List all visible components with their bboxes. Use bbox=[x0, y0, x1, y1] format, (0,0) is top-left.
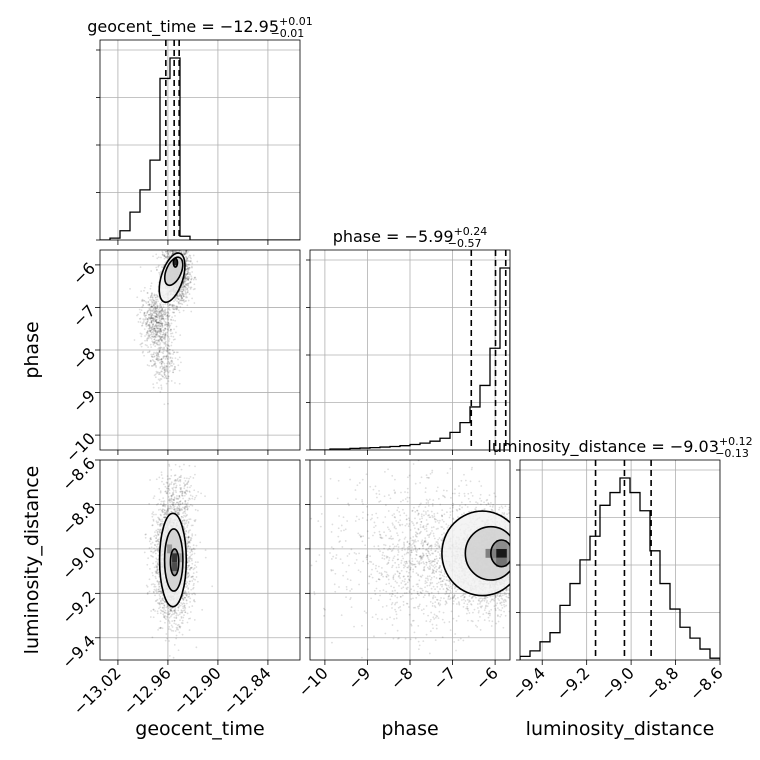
scatter-geocent_time-luminosity_distance bbox=[100, 460, 300, 660]
scatter-geocent_time-phase bbox=[100, 250, 300, 450]
density-cell bbox=[172, 553, 178, 563]
contour-line bbox=[163, 256, 184, 287]
panel-frame bbox=[99, 459, 301, 661]
x-tick-label: −9.2 bbox=[553, 663, 594, 704]
panel-frame bbox=[519, 459, 721, 661]
histogram-step bbox=[520, 477, 720, 660]
x-tick-label: −7 bbox=[429, 663, 459, 693]
y-tick-label: −9 bbox=[69, 386, 99, 416]
panel-title: phase = −5.99+0.24 bbox=[333, 225, 488, 246]
x-tick-label: −12.96 bbox=[119, 663, 174, 718]
histogram-phase bbox=[310, 250, 510, 450]
title-minus: −0.01 bbox=[271, 27, 305, 40]
x-axis-label: geocent_time bbox=[135, 718, 264, 740]
density-cell bbox=[167, 544, 173, 554]
y-tick-label: −8.6 bbox=[58, 454, 99, 495]
title-plus: +0.24 bbox=[454, 225, 488, 238]
y-tick-label: −9.4 bbox=[58, 631, 99, 672]
density-cell bbox=[496, 557, 507, 567]
title-minus: −0.57 bbox=[448, 237, 482, 250]
panel-title: geocent_time = −12.95+0.01 bbox=[87, 15, 313, 37]
density-cell bbox=[177, 553, 183, 563]
x-tick-label: −8 bbox=[387, 663, 417, 693]
x-tick-label: −10 bbox=[294, 663, 331, 700]
contour-line bbox=[158, 512, 188, 608]
contour-line bbox=[158, 252, 186, 304]
title-text: phase = −5.99 bbox=[333, 227, 454, 246]
x-tick-label: −13.02 bbox=[69, 663, 124, 718]
x-axis-label: luminosity_distance bbox=[526, 718, 715, 740]
y-axis-label: luminosity_distance bbox=[21, 466, 43, 655]
density-cell bbox=[173, 259, 178, 266]
title-plus: +0.12 bbox=[719, 435, 753, 448]
histogram-luminosity_distance bbox=[520, 460, 720, 660]
contour-line bbox=[490, 539, 510, 568]
density-cell bbox=[496, 548, 507, 558]
contour-line bbox=[464, 525, 510, 581]
scatter-phase-luminosity_distance bbox=[310, 460, 510, 660]
x-tick-label: −9 bbox=[344, 663, 374, 693]
x-tick-label: −8.6 bbox=[686, 663, 727, 704]
title-text: geocent_time = −12.95 bbox=[87, 17, 279, 37]
density-cell bbox=[172, 562, 178, 572]
y-tick-label: −6 bbox=[69, 259, 99, 289]
contour-line bbox=[169, 548, 180, 577]
x-axis-label: phase bbox=[381, 718, 438, 740]
x-tick-label: −9.4 bbox=[508, 663, 549, 704]
histogram-step bbox=[310, 267, 510, 450]
y-tick-label: −8.8 bbox=[58, 498, 99, 539]
panel-title: luminosity_distance = −9.03+0.12 bbox=[487, 435, 752, 457]
title-minus: −0.13 bbox=[715, 447, 749, 460]
x-tick-label: −9.0 bbox=[597, 663, 638, 704]
x-tick-label: −6 bbox=[472, 663, 502, 693]
histogram-geocent_time bbox=[100, 40, 300, 240]
panel-frame bbox=[99, 39, 301, 241]
contour-line bbox=[163, 528, 184, 592]
x-tick-label: −12.90 bbox=[169, 663, 224, 718]
y-tick-label: −9.2 bbox=[58, 587, 99, 628]
title-plus: +0.01 bbox=[279, 15, 313, 28]
y-axis-label: phase bbox=[21, 321, 43, 378]
title-text: luminosity_distance = −9.03 bbox=[487, 437, 718, 457]
contour-line bbox=[441, 510, 510, 597]
y-tick-label: −8 bbox=[69, 344, 99, 374]
density-cell bbox=[496, 540, 507, 549]
histogram-step bbox=[100, 57, 300, 240]
x-tick-label: −8.8 bbox=[641, 663, 682, 704]
y-tick-label: −7 bbox=[69, 301, 99, 331]
x-tick-label: −12.84 bbox=[219, 663, 274, 718]
y-tick-label: −9.0 bbox=[58, 543, 99, 584]
